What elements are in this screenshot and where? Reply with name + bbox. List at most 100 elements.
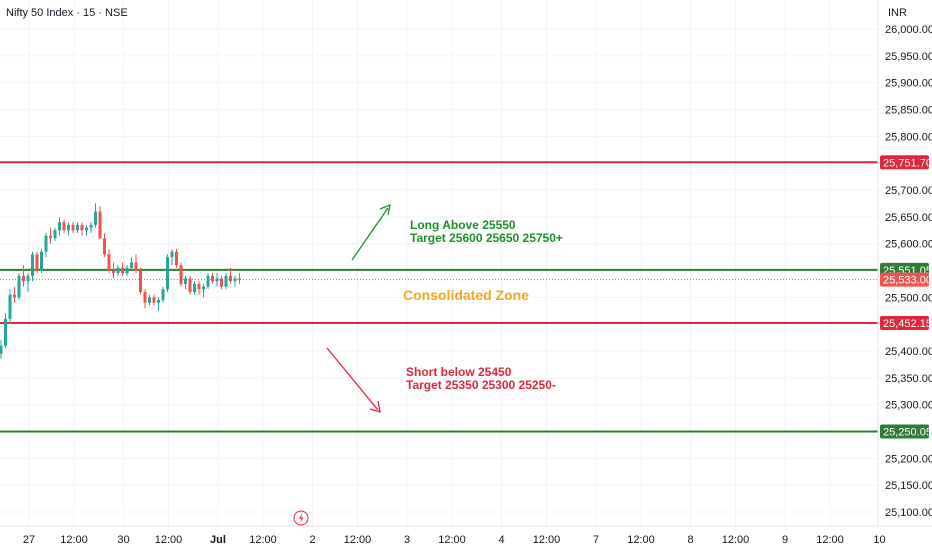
candle-body [67,224,70,231]
candle-body [85,227,88,231]
candle-body [103,238,106,255]
currency-label: INR [888,7,907,19]
chart-title: Nifty 50 Index · 15 · NSE [6,7,128,19]
x-tick-label: 27 [23,534,35,546]
x-axis-ticks: 27 12:00 30 12:00 Jul 12:00 2 12:00 3 12:00 4 12:00… [23,534,886,546]
long-arrow-head [379,203,391,216]
y-tick-label: 25,300.00 [885,400,932,412]
x-tick-label: 12:00 [816,534,844,546]
x-tick-label: 12:00 [60,534,88,546]
x-tick-label: 12:00 [533,534,561,546]
candles [0,203,241,360]
y-tick-label: 25,650.00 [885,212,932,224]
candle-body [35,254,39,271]
session-marker[interactable] [293,510,309,526]
y-tick-label: 25,800.00 [885,131,932,143]
price-tag-label: 25,533.00 [883,275,932,287]
candle-body [130,262,133,268]
candle-body [8,294,12,319]
short-target-label: Target 25350 25300 25250- [406,378,556,392]
long-arrow [351,207,389,261]
candle-body [116,267,120,274]
candle-body [58,222,61,231]
candle-body [125,267,129,274]
x-tick-label: 12:00 [249,534,277,546]
candle-body [157,300,160,303]
time-axis[interactable]: 27 12:00 30 12:00 Jul 12:00 2 12:00 3 12:00 4 12:00… [0,525,932,546]
y-tick-label: 25,200.00 [885,453,932,465]
candle-body [89,224,93,228]
candle-body [238,278,241,280]
candle-body [26,275,30,282]
candle-body [44,235,48,252]
y-tick-label: 25,900.00 [885,78,932,90]
annotations: Long Above 25550 Target 25600 25650 2575… [326,203,563,413]
x-tick-label: 12:00 [627,534,655,546]
y-tick-label: 25,400.00 [885,346,932,358]
candle-body [13,294,16,298]
x-tick-label: 10 [873,534,885,546]
y-tick-label: 25,600.00 [885,239,932,251]
y-tick-label: 26,000.00 [885,24,932,36]
candle-body [148,297,151,303]
price-tag [880,155,929,170]
candle-body [139,270,142,292]
short-arrow-head [369,400,381,413]
candle-body [175,251,178,266]
candle-body [134,262,138,271]
x-tick-label: 12:00 [344,534,372,546]
price-tag [880,272,929,287]
y-tick-label: 25,500.00 [885,292,932,304]
candle-body [233,278,237,282]
y-tick-label: 25,700.00 [885,185,932,197]
y-tick-label: 25,950.00 [885,51,932,63]
candle-body [107,254,111,271]
short-arrow [326,347,379,411]
x-tick-label: 12:00 [722,534,750,546]
x-tick-label: 12:00 [438,534,466,546]
candle-body [40,251,43,271]
x-tick-label: 12:00 [155,534,183,546]
candle-body [215,278,219,282]
y-tick-label: 25,850.00 [885,105,932,117]
price-tag-label: 25,452.15 [883,318,932,330]
candle-body [170,251,174,258]
candle-body [229,275,232,282]
horizontal-levels [0,161,878,433]
long-label: Long Above 25550 [410,218,516,232]
candle-body [98,211,102,239]
x-tick-label: 9 [782,534,788,546]
candle-body [224,275,228,287]
x-tick-label: 8 [687,534,693,546]
x-tick-label: Jul [210,534,226,546]
x-tick-label: 7 [593,534,599,546]
candle-body [166,257,169,290]
price-tag [880,316,929,331]
candle-body [193,283,196,292]
candle-body [31,254,34,276]
short-label: Short below 25450 [406,365,512,379]
candle-body [94,211,97,225]
candle-body [121,267,124,274]
x-tick-label: 3 [404,534,410,546]
candle-body [143,291,147,303]
candle-body [76,224,79,231]
candle-body [202,286,205,290]
candle-body [197,283,201,290]
price-tag-label: 25,250.05 [883,426,932,438]
y-tick-label: 25,100.00 [885,507,932,519]
price-axis[interactable]: INR 26,000.00 25,950.00 25,900.00 25,850.00… [877,0,932,550]
price-tag-label: 25,751.70 [883,157,932,169]
candle-body [0,345,3,354]
y-axis-ticks: 26,000.00 25,950.00 25,900.00 25,850.00 25,8… [885,24,932,519]
candle-body [220,278,223,287]
candle-body [206,275,210,287]
candle-body [188,278,192,292]
candle-body [22,275,25,282]
grid [0,0,880,526]
candle-body [112,270,115,274]
x-tick-label: 4 [498,534,504,546]
candle-body [49,235,52,239]
long-target-label: Target 25600 25650 25750+ [410,231,563,245]
